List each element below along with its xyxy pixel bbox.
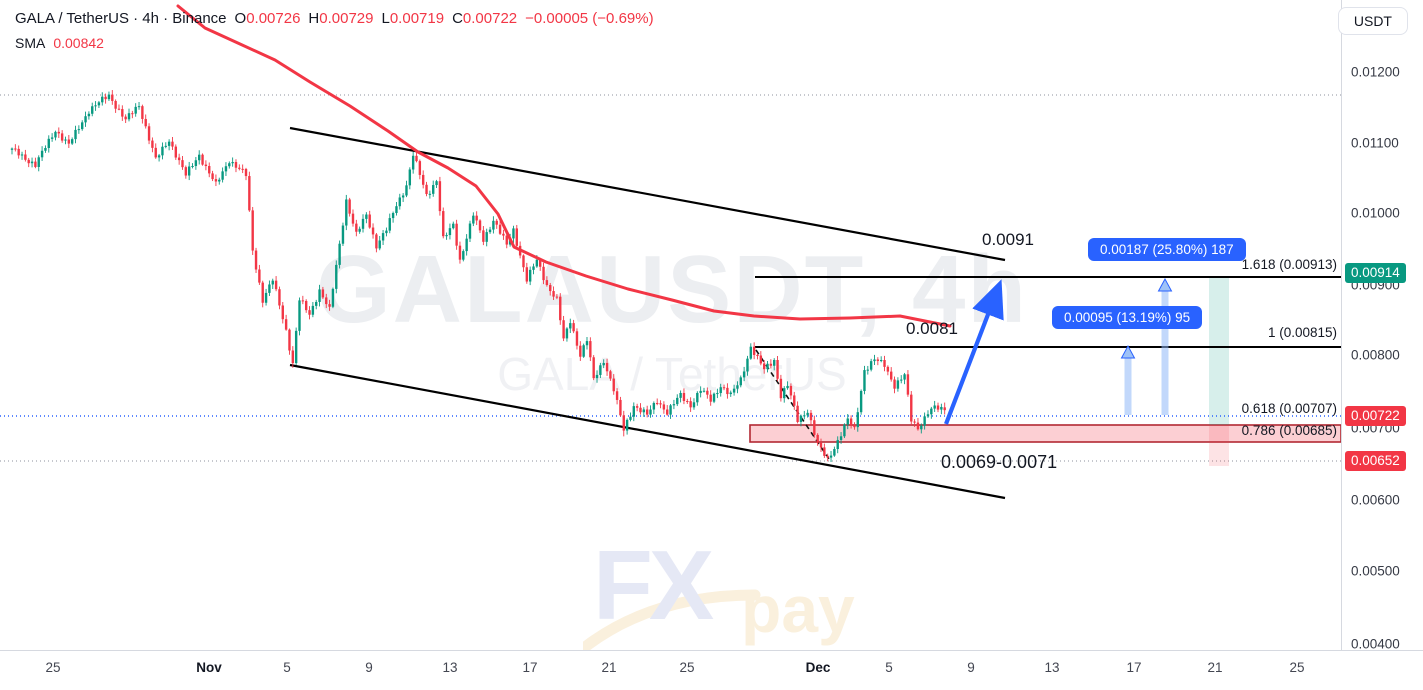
price-axis[interactable]: 0.01200 0.01100 0.01000 0.00900 0.00800 0.007… <box>1341 0 1423 652</box>
time-axis-label: 13 <box>442 660 458 675</box>
range-arrow-head-icon <box>1120 344 1136 359</box>
price-badge: 0.00722 <box>1345 406 1406 426</box>
time-axis-label: 5 <box>283 660 291 675</box>
chart-canvas[interactable] <box>0 0 1341 650</box>
high-label: H <box>308 10 320 27</box>
price-axis-label: 0.00800 <box>1351 347 1400 363</box>
change-value: −0.00005 (−0.69%) <box>525 10 654 27</box>
chart-legend: GALA / TetherUS · 4h · Binance O0.00726 H0… <box>15 8 654 54</box>
time-axis-label: 13 <box>1044 660 1060 675</box>
time-axis-label: Dec <box>805 660 831 675</box>
position-stop-zone[interactable] <box>1209 425 1229 466</box>
range-arrow-head-icon <box>1157 277 1173 292</box>
price-axis-label: 0.01100 <box>1351 135 1399 151</box>
sma-row: SMA 0.00842 <box>15 32 654 54</box>
price-axis-label: 0.01000 <box>1351 205 1400 221</box>
upper-channel-trendline[interactable] <box>289 126 1006 262</box>
price-axis-label: 0.00500 <box>1351 563 1400 579</box>
currency-toggle-button[interactable]: USDT <box>1337 7 1408 35</box>
time-axis[interactable]: 25 Nov 5 9 13 17 21 25 Dec 5 9 13 17 21 25 <box>0 650 1423 690</box>
range-arrow-bar[interactable] <box>1124 356 1132 415</box>
time-axis-label: 5 <box>885 660 893 675</box>
time-axis-label: 17 <box>1126 660 1142 675</box>
time-axis-label: 9 <box>365 660 373 675</box>
open-label: O <box>234 10 247 27</box>
price-axis-label: 0.01200 <box>1351 64 1400 80</box>
time-axis-label: 21 <box>1207 660 1223 675</box>
close-label: C <box>452 10 463 27</box>
support-zone-rect[interactable] <box>749 424 1341 443</box>
price-badge: 0.00652 <box>1345 451 1406 471</box>
lower-channel-trendline[interactable] <box>289 363 1006 500</box>
price-range-label[interactable]: 0.00187 (25.80%) 187 <box>1088 238 1246 261</box>
price-axis-label: 0.00400 <box>1351 636 1400 652</box>
symbol-title: GALA / TetherUS · 4h · Binance <box>15 10 227 27</box>
time-axis-label: 9 <box>967 660 975 675</box>
symbol-row: GALA / TetherUS · 4h · Binance O0.00726 H0… <box>15 8 654 30</box>
position-profit-zone[interactable] <box>1209 277 1229 425</box>
open-value: 0.00726 <box>246 10 301 27</box>
time-axis-label: 21 <box>601 660 617 675</box>
time-axis-label: 17 <box>522 660 538 675</box>
candlesticks <box>10 90 946 462</box>
sma-label: SMA <box>15 35 46 51</box>
close-value: 0.00722 <box>462 10 518 27</box>
price-range-label[interactable]: 0.00095 (13.19%) 95 <box>1052 306 1203 329</box>
projection-arrow[interactable] <box>944 279 1004 425</box>
low-value: 0.00719 <box>389 10 445 27</box>
time-axis-label: Nov <box>196 660 222 675</box>
low-label: L <box>381 10 390 27</box>
sma-value: 0.00842 <box>53 35 104 51</box>
price-badge: 0.00914 <box>1345 263 1406 283</box>
time-axis-label: 25 <box>1289 660 1305 675</box>
time-axis-label: 25 <box>45 660 61 675</box>
high-value: 0.00729 <box>319 10 374 27</box>
range-arrow-bar[interactable] <box>1161 289 1169 415</box>
time-axis-label: 25 <box>679 660 695 675</box>
price-axis-label: 0.00600 <box>1351 492 1400 508</box>
sma-line <box>176 4 952 328</box>
